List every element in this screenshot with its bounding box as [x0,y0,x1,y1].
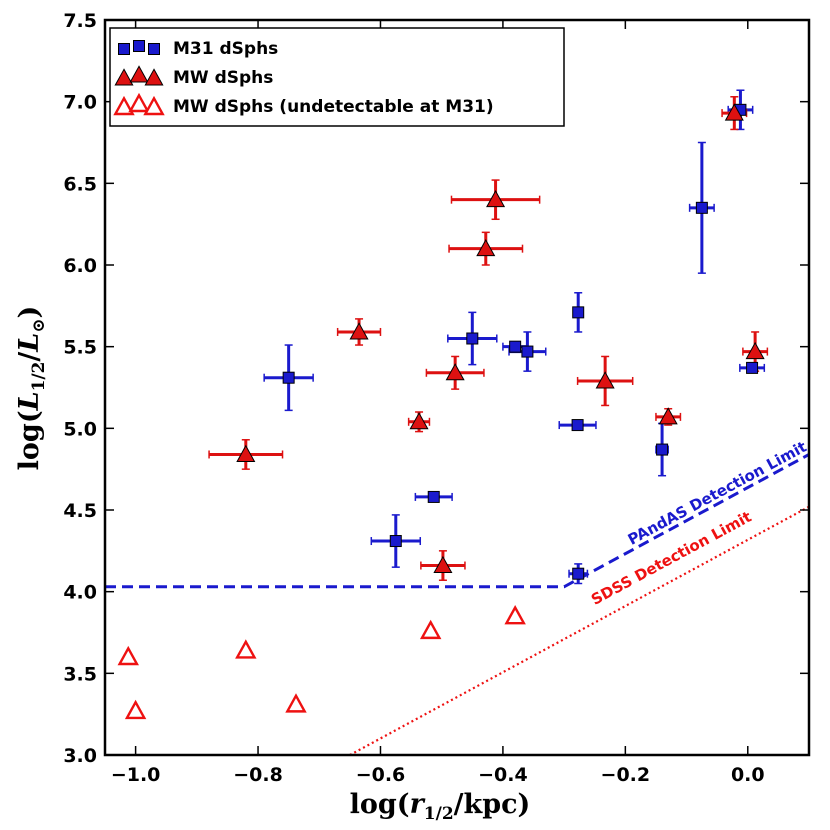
data-markers [117,103,765,720]
y-tick-label: 5.5 [63,337,97,359]
legend-marker-mw-dsphs-undetectable-at-m31 [113,95,135,116]
point-mw-dsphs [486,189,506,208]
detection-limit-lines [105,453,809,755]
point-m31-dsphs [282,371,295,384]
y-tick-label: 4.5 [63,500,97,522]
point-mw-dsphs [476,238,496,257]
point-m31-dsphs [571,419,584,432]
x-tick-label: −1.0 [111,764,161,786]
point-mw-dsphs [349,322,369,340]
point-mw-dsphs-undetectable-at-m31 [235,639,257,659]
point-mw-dsphs [745,341,765,360]
point-m31-dsphs [656,443,669,456]
legend-marker-mw-dsphs-undetectable-at-m31 [143,95,165,116]
legend-label-mw-dsphs-undetectable-at-m31: MW dSphs (undetectable at M31) [173,97,494,117]
x-tick-label: −0.2 [601,764,651,786]
point-m31-dsphs [695,201,708,214]
point-mw-dsphs-undetectable-at-m31 [124,699,147,720]
axis-tick-labels: −1.0 −0.8 −0.6 −0.4 −0.2 0.0 3.0 3.5 4.0 4.5 5.0 5.… [63,10,764,786]
point-mw-dsphs-undetectable-at-m31 [285,693,307,713]
legend-marker-mw-dsphs-undetectable-at-m31 [128,92,150,113]
x-tick-label: −0.8 [233,764,283,786]
y-tick-label: 6.0 [63,255,97,277]
y-tick-label: 6.5 [63,173,97,195]
legend: M31 dSphs MW dSphs MW dSphs (undetectable … [109,27,565,127]
line-pandas-detection-limit [105,453,809,589]
legend-box [109,27,565,127]
y-tick-label: 7.0 [63,92,97,114]
point-m31-dsphs [746,361,759,374]
legend-marker-mw-dsphs [144,68,164,86]
legend-marker-mw-dsphs [114,68,134,86]
legend-marker-mw-dsphs [129,65,149,83]
point-mw-dsphs [409,412,429,430]
legend-label-m31-dsphs: M31 dSphs [173,39,278,59]
point-mw-dsphs [724,103,744,121]
point-m31-dsphs [427,490,440,503]
point-mw-dsphs [445,363,465,381]
legend-marker-m31-dsphs [148,43,160,55]
legend-marker-m31-dsphs [118,43,130,55]
point-m31-dsphs [521,345,534,358]
y-tick-label: 4.0 [63,582,97,604]
point-m31-dsphs [466,332,479,345]
point-m31-dsphs [572,567,585,580]
x-axis-title: log(r1/2/kpc) [350,789,531,824]
point-mw-dsphs-undetectable-at-m31 [504,605,526,625]
point-m31-dsphs [572,306,585,319]
x-tick-label: 0.0 [731,764,765,786]
point-mw-dsphs [433,555,453,574]
line-sdss-detection-limit [349,505,809,755]
point-m31-dsphs [509,340,522,353]
y-tick-label: 5.0 [63,418,97,440]
plot-frame [103,18,811,757]
x-tick-label: −0.4 [478,764,528,786]
legend-label-mw-dsphs: MW dSphs [173,68,273,88]
point-mw-dsphs [658,407,678,425]
point-mw-dsphs-undetectable-at-m31 [117,645,139,666]
x-tick-label: −0.6 [356,764,406,786]
y-tick-label: 3.5 [63,663,97,685]
axis-ticks [105,19,809,756]
y-axis-title: log(L1/2/L⊙) [14,306,49,471]
legend-marker-m31-dsphs [133,40,145,52]
point-mw-dsphs [236,444,256,462]
point-m31-dsphs [389,535,402,548]
point-mw-dsphs-undetectable-at-m31 [419,619,442,640]
y-tick-label: 7.5 [63,10,97,32]
point-mw-dsphs [595,371,615,389]
y-tick-label: 3.0 [63,745,97,767]
